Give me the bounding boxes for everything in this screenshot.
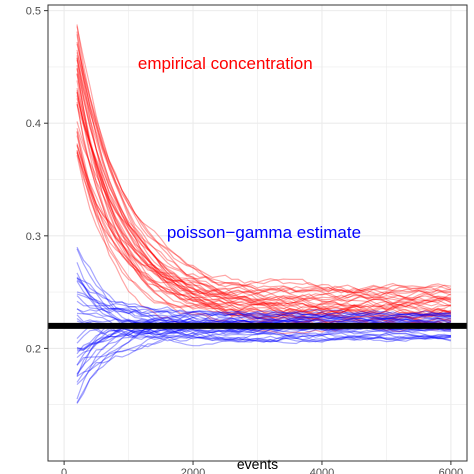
empirical-series-line — [76, 26, 451, 300]
y-tick-label: 0.3 — [26, 231, 41, 243]
poisson_gamma-series-line — [76, 324, 452, 342]
poisson_gamma-series-line — [76, 310, 451, 386]
empirical-series-line — [76, 128, 452, 293]
poisson_gamma-series-line — [76, 279, 452, 320]
poisson_gamma-series-line — [76, 332, 452, 351]
empirical-series-line — [76, 90, 451, 295]
y-tick-label: 0.5 — [26, 6, 41, 18]
empirical-series-line — [76, 152, 452, 314]
empirical-series-line — [76, 49, 452, 301]
poisson_gamma-series-line — [76, 318, 451, 343]
x-axis: 0 2000 4000 6000 — [61, 461, 463, 474]
poisson_gamma-series-line — [76, 324, 452, 352]
x-tick-label: 0 — [61, 467, 67, 474]
poisson_gamma-series-line — [76, 316, 452, 340]
poisson_gamma-series-line — [76, 307, 451, 320]
panel-border — [47, 4, 468, 462]
empirical-series-line — [76, 131, 452, 335]
annotation-empirical: empirical concentration — [138, 54, 313, 73]
empirical-series-line — [76, 103, 452, 317]
empirical-series-line — [76, 31, 452, 316]
grid-lines — [48, 5, 467, 461]
poisson_gamma-series-line — [76, 332, 452, 366]
empirical-series-line — [76, 143, 452, 297]
empirical-series-line — [76, 68, 452, 292]
y-axis: 0.2 0.3 0.4 0.5 — [26, 6, 48, 355]
empirical-series-line — [76, 98, 451, 318]
x-tick-label: 4000 — [310, 467, 334, 474]
poisson_gamma-series-line — [76, 248, 451, 343]
empirical-series-line — [76, 57, 452, 308]
poisson_gamma-series-line — [76, 300, 452, 319]
empirical-series-line — [76, 80, 452, 308]
empirical-series-line — [76, 150, 452, 303]
empirical-series-line — [76, 52, 452, 321]
x-axis-title: events — [237, 456, 278, 472]
empirical-series-line — [76, 34, 452, 322]
empirical-series-line — [76, 73, 452, 297]
empirical-series-line — [76, 58, 452, 303]
empirical-series-line — [76, 145, 452, 316]
poisson_gamma-series-line — [76, 317, 452, 400]
empirical-series-line — [76, 24, 452, 308]
empirical-series-line — [76, 144, 451, 326]
annotation-poisson-gamma: poisson−gamma estimate — [167, 223, 361, 242]
empirical-series-line — [76, 154, 452, 322]
empirical-series-line — [76, 101, 451, 308]
poisson_gamma-series-line — [76, 246, 451, 330]
empirical-series-line — [76, 43, 451, 308]
x-tick-label: 6000 — [439, 467, 463, 474]
poisson_gamma-series-line — [76, 323, 452, 403]
empirical-series-line — [76, 150, 452, 331]
empirical-series-line — [76, 92, 452, 316]
empirical-series-line — [76, 104, 452, 318]
y-tick-label: 0.4 — [26, 118, 41, 130]
empirical-series-line — [76, 41, 451, 295]
poisson_gamma-series-line — [76, 308, 451, 325]
poisson_gamma-series-line — [76, 315, 451, 404]
empirical-series-line — [76, 91, 452, 326]
poisson_gamma-series-line — [76, 312, 451, 377]
empirical-series-line — [76, 64, 452, 322]
poisson_gamma-series-line — [76, 317, 451, 329]
poisson_gamma-series-line — [76, 277, 452, 319]
poisson_gamma-series-line — [76, 334, 451, 377]
empirical-series-line — [76, 130, 452, 319]
x-tick-label: 2000 — [181, 467, 205, 474]
empirical-series-line — [76, 152, 451, 303]
empirical-series-line — [76, 55, 452, 323]
empirical-series-line — [76, 73, 451, 314]
poisson_gamma-series-line — [76, 311, 451, 375]
y-tick-label: 0.2 — [26, 343, 41, 355]
empirical-series-line — [76, 135, 452, 322]
poisson_gamma-series-line — [76, 314, 451, 343]
poisson_gamma-series-line — [76, 295, 451, 322]
empirical-series-line — [76, 121, 451, 314]
